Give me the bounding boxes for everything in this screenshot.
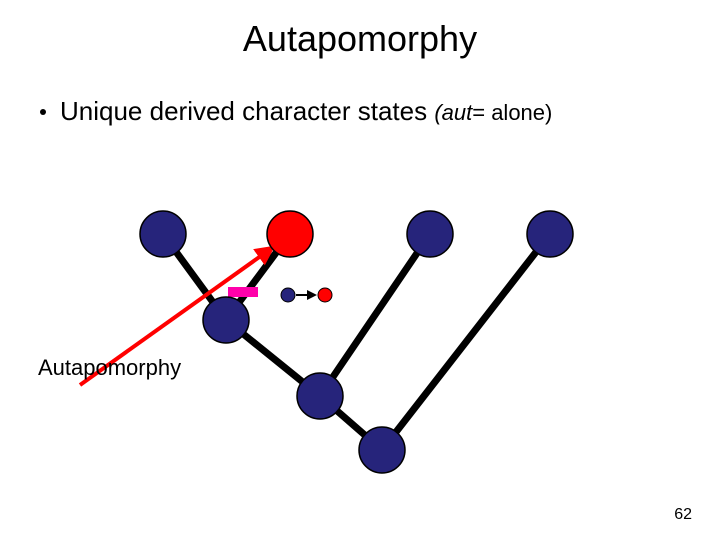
tree-edge [324, 240, 426, 391]
bullet-aut: (aut [434, 100, 472, 125]
diagram-svg [120, 160, 620, 480]
node-tip1 [140, 211, 186, 257]
node-tip3 [407, 211, 453, 257]
autapomorphy-label: Autapomorphy [38, 355, 181, 381]
slide-title: Autapomorphy [0, 18, 720, 60]
bullet-post: = alone) [472, 100, 552, 125]
node-small_blue [281, 288, 295, 302]
node-root [359, 427, 405, 473]
tree-edge [386, 239, 546, 444]
node-small_red [318, 288, 332, 302]
bullet-paren: (aut= alone) [434, 100, 552, 125]
page-number: 62 [674, 506, 692, 524]
node-int_lr [203, 297, 249, 343]
bullet-pre: Unique derived character states [60, 96, 434, 126]
bullet-line: Unique derived character states (aut= al… [40, 96, 552, 127]
node-int_mid [297, 373, 343, 419]
node-tip2 [267, 211, 313, 257]
state-change-tick [228, 287, 258, 297]
node-tip4 [527, 211, 573, 257]
phylo-diagram [120, 160, 620, 480]
bullet-text: Unique derived character states (aut= al… [60, 96, 552, 127]
bullet-marker [40, 109, 46, 115]
